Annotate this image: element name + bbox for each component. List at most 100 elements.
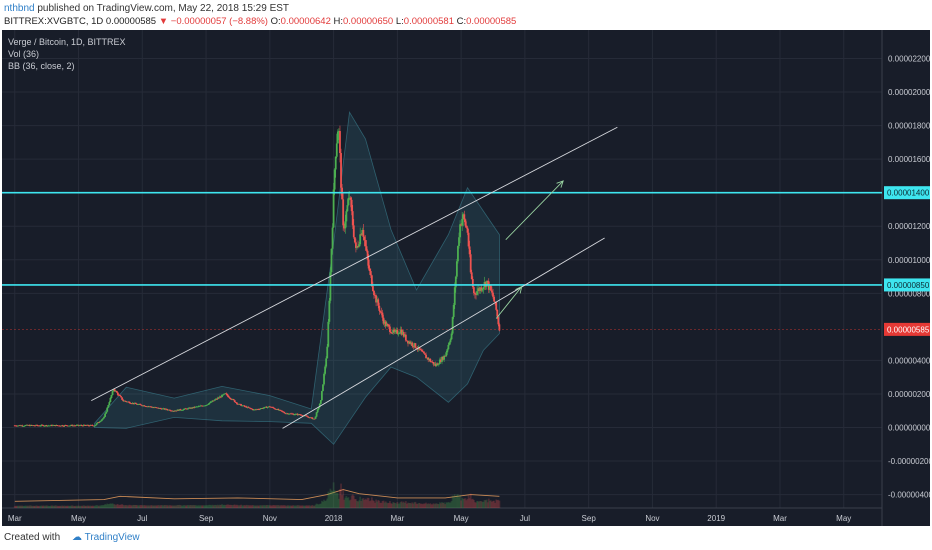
- volume-bar: [399, 502, 402, 508]
- volume-bar: [240, 504, 243, 508]
- candle-body: [486, 280, 489, 282]
- candle-body: [301, 415, 304, 417]
- volume-bar: [209, 504, 212, 508]
- candle-body: [157, 407, 160, 409]
- candle-body: [380, 311, 383, 313]
- candle-body: [426, 357, 429, 359]
- brand-name: TradingView: [84, 532, 140, 543]
- candle-body: [326, 346, 329, 359]
- volume-bar: [99, 505, 102, 508]
- volume-bar: [60, 505, 63, 508]
- volume-bar: [69, 505, 71, 508]
- candle-body: [470, 272, 473, 280]
- candle-body: [43, 425, 46, 427]
- candle-body: [88, 425, 91, 427]
- candle-body: [423, 351, 425, 354]
- volume-bar: [260, 505, 263, 508]
- candle-body: [293, 414, 296, 416]
- volume-bar: [335, 492, 338, 508]
- candle-body: [438, 359, 441, 364]
- volume-bar: [333, 490, 336, 508]
- candle-body: [460, 224, 463, 226]
- candle-body: [328, 300, 331, 322]
- volume-bar: [426, 504, 429, 508]
- volume-bar: [205, 505, 207, 508]
- volume-bar: [307, 505, 309, 508]
- candle-body: [375, 295, 378, 303]
- candle-body: [395, 329, 398, 331]
- candle-body: [232, 399, 235, 401]
- volume-bar: [17, 505, 19, 508]
- volume-bar: [163, 505, 166, 508]
- candle-body: [35, 424, 37, 426]
- candle-body: [428, 359, 431, 360]
- candle-body: [53, 425, 55, 426]
- candle-body: [123, 400, 126, 402]
- candle-body: [325, 358, 328, 367]
- candle-body: [171, 410, 173, 412]
- legend-volume[interactable]: Vol (36): [8, 49, 40, 59]
- volume-bar: [87, 505, 89, 508]
- volume-bar: [431, 504, 434, 508]
- candle-body: [356, 246, 358, 248]
- volume-bar: [450, 501, 453, 508]
- volume-bar: [397, 503, 400, 508]
- volume-bar: [377, 500, 380, 508]
- created-with-text: Created with: [4, 532, 61, 543]
- candle-body: [37, 425, 40, 427]
- candle-body: [64, 425, 67, 426]
- volume-bar: [274, 505, 277, 508]
- candle-body: [494, 301, 497, 303]
- candle-body: [462, 214, 465, 219]
- volume-bar: [25, 505, 28, 508]
- price-chart[interactable]: 0.00002200 0.00002000 0.00001800 0.00001600…: [2, 30, 930, 526]
- candle-body: [74, 425, 77, 427]
- volume-bar: [321, 500, 323, 508]
- chart-pane[interactable]: 0.00002200 0.00002000 0.00001800 0.00001600…: [2, 30, 930, 526]
- time-tick-label: May: [454, 514, 469, 523]
- author-link[interactable]: nthbnd: [4, 3, 35, 14]
- volume-bar: [339, 489, 341, 508]
- volume-bar: [390, 503, 392, 508]
- candle-body: [414, 343, 417, 348]
- volume-bar: [319, 503, 322, 508]
- candle-body: [283, 412, 286, 414]
- volume-bar: [361, 498, 364, 508]
- volume-bar: [221, 504, 223, 508]
- volume-bar: [432, 503, 435, 508]
- candle-body: [114, 391, 117, 392]
- volume-bar: [179, 505, 182, 508]
- volume-bar: [200, 505, 203, 508]
- candle-body: [421, 351, 424, 353]
- volume-bar: [276, 505, 279, 508]
- current-price-badge-text: 0.00000585: [887, 325, 930, 334]
- candle-body: [237, 403, 239, 405]
- legend-bollinger[interactable]: BB (36, close, 2): [8, 61, 75, 71]
- volume-bar: [213, 504, 216, 508]
- candle-body: [195, 406, 198, 408]
- candle-body: [317, 407, 320, 410]
- volume-bar: [467, 495, 470, 508]
- volume-bar: [19, 505, 21, 508]
- candle-body: [83, 424, 86, 426]
- volume-bar: [494, 502, 497, 508]
- volume-bar: [37, 505, 40, 508]
- volume-bar: [464, 498, 467, 508]
- volume-bar: [228, 504, 231, 508]
- volume-bar: [178, 504, 181, 508]
- volume-bar: [88, 505, 91, 508]
- candle-body: [343, 225, 346, 229]
- candle-body: [386, 324, 389, 326]
- volume-bar: [54, 505, 57, 508]
- candle-body: [61, 425, 64, 427]
- volume-bar: [59, 505, 62, 508]
- candle-body: [192, 406, 195, 409]
- tradingview-logo-icon[interactable]: ☁ TradingView: [72, 532, 140, 543]
- volume-bar: [89, 505, 92, 508]
- volume-bar: [81, 505, 84, 508]
- time-tick-label: Sep: [199, 514, 214, 523]
- candle-body: [198, 405, 201, 407]
- volume-bar: [97, 505, 100, 508]
- candle-body: [415, 347, 418, 349]
- candle-body: [481, 288, 484, 291]
